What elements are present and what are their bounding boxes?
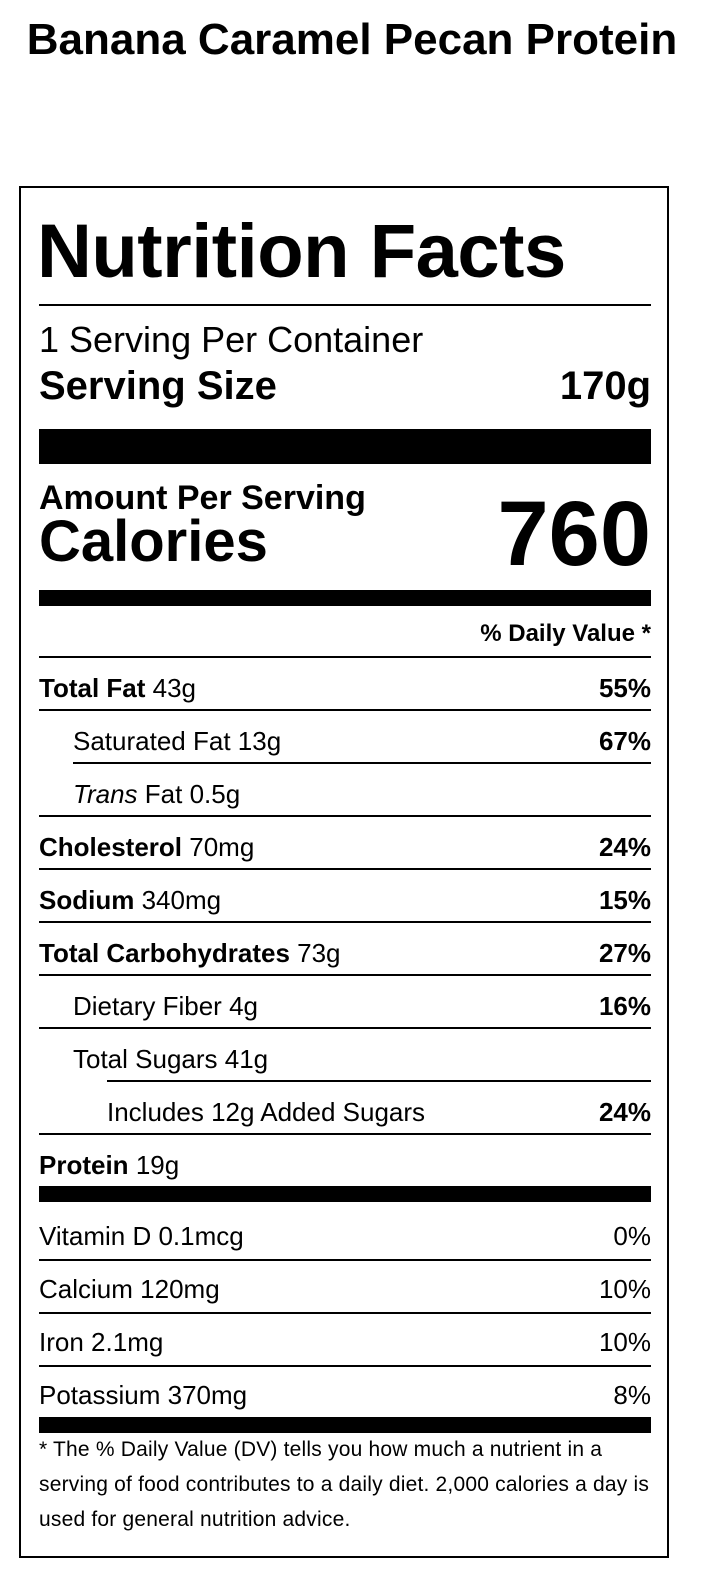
- nutrient-name: Total Carbohydrates: [39, 938, 290, 968]
- divider: [39, 1133, 651, 1135]
- nutrient-amount: 0.5g: [189, 779, 241, 809]
- calories-value: 760: [497, 483, 652, 585]
- nutrition-facts-heading: Nutrition Facts: [37, 209, 566, 294]
- nutrient-row-trans-fat: Trans Fat 0.5g: [39, 776, 651, 812]
- nutrient-name: Fat: [144, 779, 183, 809]
- divider: [39, 1365, 651, 1367]
- nutrient-row-protein: Protein 19g: [39, 1147, 651, 1183]
- vitamin-amount: 120mg: [140, 1274, 220, 1304]
- vitamin-name: Iron: [39, 1327, 84, 1357]
- calories-label: Calories: [39, 509, 268, 574]
- divider: [39, 974, 651, 976]
- nutrient-amount: 43g: [152, 673, 197, 703]
- vitamin-name: Vitamin D: [39, 1221, 152, 1251]
- nutrition-facts-panel: Nutrition Facts 1 Serving Per Container …: [19, 186, 669, 1558]
- nutrient-amount: 13g: [237, 726, 282, 756]
- divider: [39, 1259, 651, 1261]
- medium-divider: [39, 1186, 651, 1202]
- vitamin-dv: 0%: [613, 1221, 651, 1251]
- vitamin-row-calcium: Calcium 120mg 10%: [39, 1271, 651, 1307]
- vitamin-row-vitamin-d: Vitamin D 0.1mcg 0%: [39, 1218, 651, 1254]
- nutrient-name: Cholesterol: [39, 832, 183, 862]
- vitamin-name: Potassium: [39, 1380, 161, 1410]
- nutrient-amount: 73g: [297, 938, 341, 968]
- serving-size-value: 170g: [559, 364, 651, 408]
- thick-divider: [39, 429, 651, 464]
- daily-value-header: % Daily Value *: [480, 620, 651, 647]
- divider: [107, 1080, 651, 1082]
- nutrient-row-total-sugars: Total Sugars 41g: [39, 1041, 651, 1077]
- divider: [39, 1312, 651, 1314]
- nutrient-name: Saturated Fat: [73, 726, 231, 756]
- nutrient-name: Total Sugars: [73, 1044, 218, 1074]
- vitamin-amount: 0.1mcg: [158, 1221, 244, 1251]
- nutrient-dv: 55%: [598, 673, 651, 703]
- nutrient-amount: 70mg: [189, 832, 255, 862]
- nutrient-row-sodium: Sodium 340mg 15%: [39, 882, 651, 918]
- nutrient-name: Dietary Fiber: [73, 991, 222, 1021]
- nutrient-row-cholesterol: Cholesterol 70mg 24%: [39, 829, 651, 865]
- servings-per-container: 1 Serving Per Container: [39, 319, 424, 360]
- nutrient-row-total-carbohydrates: Total Carbohydrates 73g 27%: [39, 935, 651, 971]
- nutrient-amount: 41g: [224, 1044, 269, 1074]
- amount-per-serving: Amount Per Serving: [39, 479, 366, 517]
- nutrient-row-added-sugars: Includes 12g Added Sugars 24%: [39, 1094, 651, 1130]
- vitamin-amount: 370mg: [167, 1380, 248, 1410]
- nutrient-dv: 24%: [598, 832, 651, 862]
- vitamin-row-potassium: Potassium 370mg 8%: [39, 1377, 651, 1413]
- vitamin-amount: 2.1mg: [91, 1327, 164, 1357]
- nutrient-row-total-fat: Total Fat 43g 55%: [39, 670, 651, 706]
- nutrient-dv: 24%: [598, 1097, 651, 1127]
- divider: [39, 656, 651, 658]
- divider: [73, 762, 651, 764]
- product-title: Banana Caramel Pecan Protein: [26, 15, 678, 64]
- serving-size-label: Serving Size: [39, 364, 277, 408]
- medium-divider: [39, 1417, 651, 1433]
- nutrient-row-dietary-fiber: Dietary Fiber 4g 16%: [39, 988, 651, 1024]
- divider: [39, 868, 651, 870]
- daily-value-footnote: * The % Daily Value (DV) tells you how m…: [39, 1438, 650, 1531]
- nutrient-amount: 4g: [229, 991, 258, 1021]
- nutrient-name: Includes 12g Added Sugars: [107, 1097, 426, 1127]
- vitamin-name: Calcium: [39, 1274, 133, 1304]
- divider: [39, 921, 651, 923]
- serving-size-row: Serving Size 170g: [39, 364, 651, 408]
- divider: [39, 304, 651, 306]
- nutrient-name: Sodium: [39, 885, 135, 915]
- divider: [39, 815, 651, 817]
- nutrient-dv: 16%: [598, 991, 651, 1021]
- medium-divider: [39, 590, 651, 606]
- nutrient-dv: 67%: [598, 726, 651, 756]
- nutrient-row-saturated-fat: Saturated Fat 13g 67%: [39, 723, 651, 759]
- nutrient-name: Protein: [39, 1150, 129, 1180]
- nutrient-dv: 15%: [598, 885, 651, 915]
- nutrient-amount: 340mg: [141, 885, 222, 915]
- vitamin-dv: 10%: [598, 1327, 651, 1357]
- nutrient-name-italic: Trans: [73, 779, 138, 809]
- divider: [39, 709, 651, 711]
- nutrient-dv: 27%: [598, 938, 651, 968]
- nutrient-amount: 19g: [135, 1150, 180, 1180]
- divider: [39, 1027, 651, 1029]
- vitamin-row-iron: Iron 2.1mg 10%: [39, 1324, 651, 1360]
- vitamin-dv: 10%: [598, 1274, 651, 1304]
- nutrient-name: Total Fat: [39, 673, 146, 703]
- vitamin-dv: 8%: [613, 1380, 651, 1410]
